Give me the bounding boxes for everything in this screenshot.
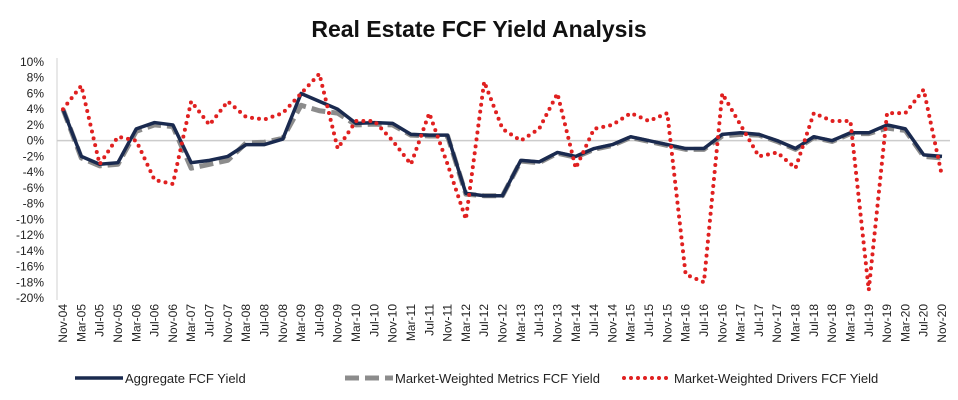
- x-tick-label: Mar-16: [679, 304, 693, 342]
- y-tick-label: -6%: [23, 181, 45, 195]
- x-tick-label: Nov-15: [660, 304, 674, 343]
- y-tick-label: -14%: [16, 244, 44, 258]
- chart-title: Real Estate FCF Yield Analysis: [311, 16, 647, 42]
- x-tick-label: Mar-13: [514, 304, 528, 342]
- y-tick-label: -16%: [16, 260, 44, 274]
- x-tick-label: Nov-13: [550, 304, 564, 343]
- x-tick-label: Jul-05: [93, 304, 107, 337]
- x-tick-label: Nov-12: [496, 304, 510, 343]
- y-tick-label: 8%: [27, 71, 45, 85]
- y-tick-label: -2%: [23, 149, 45, 163]
- x-tick-label: Mar-18: [789, 304, 803, 342]
- x-tick-label: Nov-10: [386, 304, 400, 343]
- series-line-2: [61, 71, 944, 293]
- x-tick-label: Jul-13: [532, 304, 546, 337]
- x-tick-label: Jul-18: [807, 304, 821, 337]
- y-tick-label: 10%: [20, 55, 44, 69]
- x-tick-label: Mar-15: [624, 304, 638, 342]
- x-tick-label: Nov-17: [770, 304, 784, 343]
- y-tick-label: 6%: [27, 86, 45, 100]
- y-tick-label: -20%: [16, 291, 44, 305]
- y-tick-label: -4%: [23, 165, 45, 179]
- x-tick-label: Nov-07: [221, 304, 235, 343]
- x-tick-label: Mar-06: [129, 304, 143, 342]
- x-tick-label: Mar-11: [404, 304, 418, 341]
- x-tick-label: Nov-16: [715, 304, 729, 343]
- x-tick-label: Mar-20: [898, 304, 912, 342]
- x-tick-label: Nov-08: [276, 304, 290, 343]
- x-tick-label: Jul-15: [642, 304, 656, 337]
- x-tick-label: Mar-12: [459, 304, 473, 342]
- x-tick-label: Jul-14: [587, 304, 601, 337]
- x-tick-label: Mar-19: [843, 304, 857, 342]
- y-tick-label: -8%: [23, 197, 45, 211]
- x-tick-label: Jul-20: [917, 304, 931, 337]
- x-tick-label: Jul-10: [367, 304, 381, 337]
- x-tick-label: Nov-20: [935, 304, 949, 343]
- x-tick-label: Jul-06: [148, 304, 162, 337]
- x-tick-label: Mar-17: [734, 304, 748, 342]
- x-tick-label: Nov-18: [825, 304, 839, 343]
- x-tick-label: Nov-05: [111, 304, 125, 343]
- y-tick-label: -18%: [16, 275, 44, 289]
- y-tick-label: -12%: [16, 228, 44, 242]
- x-tick-label: Mar-05: [74, 304, 88, 342]
- y-tick-label: 2%: [27, 118, 45, 132]
- x-tick-label: Nov-09: [331, 304, 345, 343]
- x-tick-label: Jul-19: [862, 304, 876, 337]
- series-line-0: [61, 91, 943, 198]
- x-tick-label: Nov-04: [56, 304, 70, 343]
- x-tick-label: Jul-09: [312, 304, 326, 337]
- x-tick-label: Nov-19: [880, 304, 894, 343]
- x-tick-label: Nov-06: [166, 304, 180, 343]
- legend-label: Market-Weighted Drivers FCF Yield: [674, 371, 878, 386]
- y-tick-label: 0%: [27, 134, 45, 148]
- x-tick-label: Jul-12: [477, 304, 491, 337]
- y-tick-label: 4%: [27, 102, 45, 116]
- x-tick-label: Jul-16: [697, 304, 711, 337]
- y-tick-label: -10%: [16, 212, 44, 226]
- x-tick-label: Mar-08: [239, 304, 253, 342]
- x-tick-label: Jul-07: [203, 304, 217, 337]
- x-tick-label: Jul-17: [752, 304, 766, 337]
- x-tick-label: Jul-11: [422, 304, 436, 336]
- x-tick-label: Nov-14: [605, 304, 619, 343]
- legend-label: Aggregate FCF Yield: [125, 371, 246, 386]
- x-tick-label: Nov-11: [441, 304, 455, 342]
- x-tick-label: Mar-10: [349, 304, 363, 342]
- x-tick-label: Jul-08: [257, 304, 271, 337]
- x-tick-label: Mar-07: [184, 304, 198, 342]
- legend-label: Market-Weighted Metrics FCF Yield: [395, 371, 600, 386]
- x-tick-label: Mar-09: [294, 304, 308, 342]
- x-tick-label: Mar-14: [569, 304, 583, 342]
